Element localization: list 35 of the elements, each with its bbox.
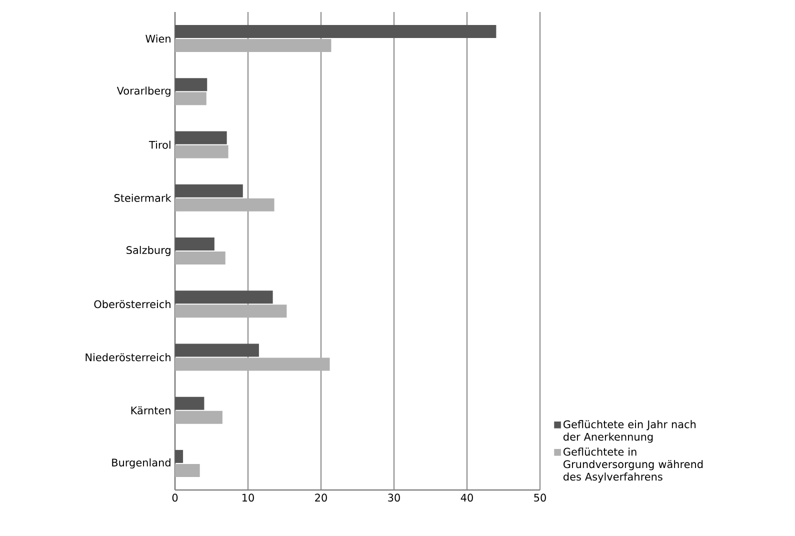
y-tick-label: Tirol [148, 140, 170, 149]
bar [175, 184, 243, 198]
y-tick-label: Oberösterreich [94, 300, 170, 308]
bar [175, 410, 222, 424]
y-tick-label: Kärnten [131, 406, 170, 414]
bar [175, 25, 496, 38]
bar [175, 450, 184, 463]
bar [175, 344, 259, 357]
x-tick-label: 40 [460, 494, 473, 502]
legend-label: Geflüchtete in Grundversorgung während des Asylverfahrens [564, 448, 703, 483]
bar [175, 252, 226, 264]
bar [175, 290, 273, 304]
bar [175, 198, 274, 212]
bar [175, 464, 200, 477]
y-tick-label: Wien [146, 34, 170, 43]
x-tick-label: 0 [172, 494, 178, 502]
bar [175, 358, 330, 371]
bar [175, 131, 227, 144]
y-tick-label: Salzburg [126, 246, 170, 256]
x-tick-label: 10 [242, 494, 254, 502]
bar [175, 78, 208, 92]
bar [175, 238, 214, 250]
bar [175, 39, 332, 52]
y-tick-label: Steiermark [114, 194, 172, 202]
x-tick-label: 50 [534, 494, 546, 502]
x-tick-label: 30 [388, 494, 400, 502]
y-tick-label: Vorarlberg [116, 86, 170, 97]
y-tick-label: Niederösterreich [86, 353, 170, 362]
bar [175, 92, 206, 106]
bar [175, 304, 287, 318]
x-tick-label: 20 [315, 494, 327, 502]
legend-label: Geflüchtete ein Jahr nach der Anerkennung [564, 420, 696, 443]
bar [175, 396, 204, 410]
bar [175, 145, 228, 158]
y-tick-label: Burgenland [112, 458, 170, 468]
